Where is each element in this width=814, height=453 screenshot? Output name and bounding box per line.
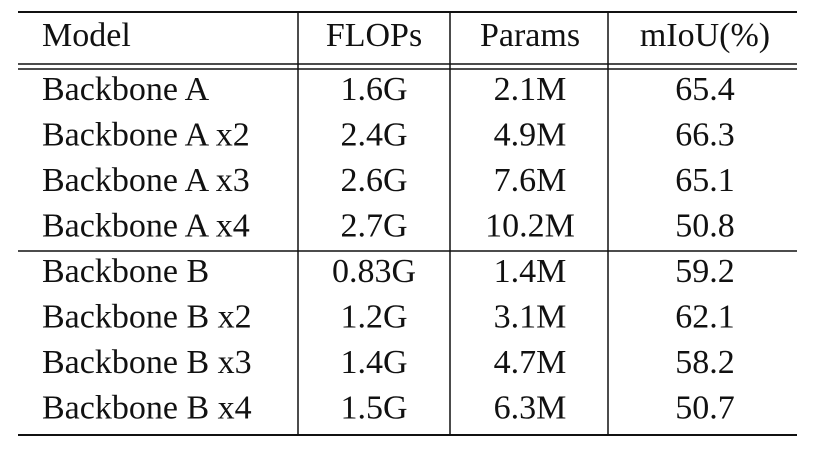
table-cell: 0.83G	[332, 253, 416, 290]
table-cell: 1.4M	[494, 253, 567, 290]
table-cell: Backbone A x2	[42, 116, 250, 153]
table-cell: 59.2	[675, 253, 735, 290]
table-cell: Backbone A x4	[42, 207, 250, 244]
table-cell: 1.2G	[340, 298, 407, 335]
table-cell: 1.6G	[340, 71, 407, 108]
table-cell: 58.2	[675, 344, 735, 381]
table-cell: 66.3	[675, 116, 735, 153]
table-cell: 4.9M	[494, 116, 567, 153]
table-cell: 4.7M	[494, 344, 567, 381]
table-cell: Backbone B x3	[42, 344, 252, 381]
table-cell: 10.2M	[485, 207, 575, 244]
table-cell: Backbone A x3	[42, 162, 250, 199]
table-cell: 50.7	[675, 389, 735, 426]
table-cell: 65.1	[675, 162, 735, 199]
table-cell: 2.4G	[340, 116, 407, 153]
table-cell: Backbone B x2	[42, 298, 252, 335]
table-cell: 7.6M	[494, 162, 567, 199]
table-cell: 6.3M	[494, 389, 567, 426]
header-cell: Model	[42, 17, 131, 54]
table-cell: 65.4	[675, 71, 735, 108]
table-cell: Backbone B	[42, 253, 209, 290]
table-cell: 2.6G	[340, 162, 407, 199]
header-cell: mIoU(%)	[640, 17, 770, 54]
table-cell: Backbone B x4	[42, 389, 252, 426]
table-cell: 2.7G	[340, 207, 407, 244]
table-cell: 1.4G	[340, 344, 407, 381]
table-cell: Backbone A	[42, 71, 210, 108]
header-cell: FLOPs	[326, 17, 422, 54]
table-cell: 2.1M	[494, 71, 567, 108]
table-cell: 62.1	[675, 298, 735, 335]
header-cell: Params	[480, 17, 580, 54]
table-cell: 1.5G	[340, 389, 407, 426]
table-cell: 50.8	[675, 207, 735, 244]
table-cell: 3.1M	[494, 298, 567, 335]
